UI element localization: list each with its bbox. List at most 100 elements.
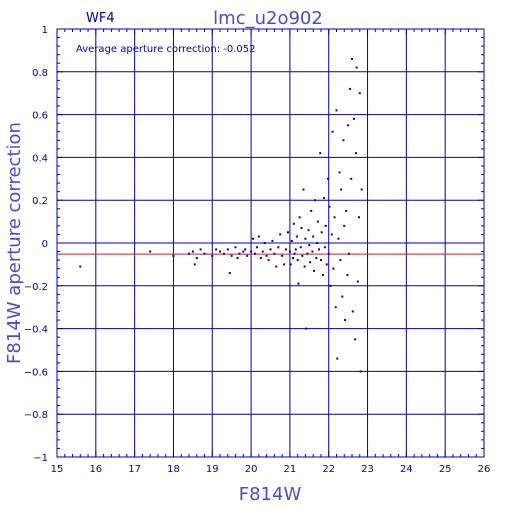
data-point xyxy=(283,263,286,266)
data-point xyxy=(347,252,350,255)
data-point xyxy=(292,256,295,259)
grid xyxy=(56,28,485,458)
data-point xyxy=(215,248,218,251)
data-point xyxy=(261,250,264,253)
data-point xyxy=(289,263,292,266)
data-point xyxy=(312,235,315,238)
y-tick-label: −0.2 xyxy=(24,282,48,293)
data-point xyxy=(293,252,296,255)
chart-title: lmc_u2o902 xyxy=(213,8,323,29)
data-point xyxy=(269,248,272,251)
data-point xyxy=(321,274,324,277)
data-point xyxy=(288,250,291,253)
data-point xyxy=(257,235,260,238)
data-point xyxy=(279,233,282,236)
x-tick-label: 16 xyxy=(89,464,102,475)
x-tick-label: 24 xyxy=(400,464,413,475)
x-tick-label: 15 xyxy=(51,464,64,475)
x-tick-label: 26 xyxy=(478,464,491,475)
data-point xyxy=(226,248,229,251)
y-tick-label: 0.8 xyxy=(32,68,48,79)
plot-frame xyxy=(56,28,485,458)
data-point xyxy=(230,254,233,257)
data-point xyxy=(311,250,314,253)
data-point xyxy=(323,246,326,249)
data-point xyxy=(309,261,312,264)
y-tick-label: 0.6 xyxy=(32,111,48,122)
data-point xyxy=(334,306,337,309)
data-point xyxy=(203,252,206,255)
data-point xyxy=(195,256,198,259)
data-point xyxy=(337,237,340,240)
data-point xyxy=(360,188,363,191)
y-tick-label: −0.8 xyxy=(24,410,48,421)
data-point xyxy=(359,370,362,373)
data-point xyxy=(199,248,202,251)
data-point xyxy=(297,282,300,285)
data-point xyxy=(191,250,194,253)
data-point xyxy=(358,92,361,95)
x-axis-title: F814W xyxy=(239,484,302,505)
data-point xyxy=(351,57,354,60)
y-tick-label: −0.4 xyxy=(24,325,48,336)
data-point xyxy=(290,239,293,242)
data-point xyxy=(351,310,354,313)
data-point xyxy=(347,124,350,127)
data-point xyxy=(356,280,359,283)
data-point xyxy=(349,87,352,90)
x-tick-label: 22 xyxy=(322,464,335,475)
data-point xyxy=(345,209,348,212)
chip-label: WF4 xyxy=(86,11,115,26)
data-point xyxy=(273,252,276,255)
data-point xyxy=(234,246,237,249)
data-point xyxy=(318,248,321,251)
data-point xyxy=(304,237,307,240)
data-point xyxy=(300,227,303,230)
data-point xyxy=(303,265,306,268)
data-point xyxy=(298,216,301,219)
data-point xyxy=(271,239,274,242)
data-point xyxy=(193,263,196,266)
data-point xyxy=(242,250,245,253)
data-point xyxy=(277,246,280,249)
y-tick-label: 0.4 xyxy=(32,153,48,164)
data-point xyxy=(352,117,355,120)
x-tick-label: 18 xyxy=(167,464,180,475)
data-point xyxy=(187,252,190,255)
data-point xyxy=(259,256,262,259)
data-point xyxy=(267,259,270,262)
data-point xyxy=(330,233,333,236)
data-point xyxy=(329,284,332,287)
y-tick-label: 0 xyxy=(42,239,48,250)
x-tick-label: 21 xyxy=(284,464,297,475)
data-point xyxy=(302,188,305,191)
data-point xyxy=(246,254,249,257)
y-tick-label: −1 xyxy=(33,453,48,464)
data-point xyxy=(250,250,253,253)
x-tick-label: 17 xyxy=(128,464,141,475)
data-point xyxy=(236,256,239,259)
data-point xyxy=(301,254,304,257)
data-point xyxy=(253,252,256,255)
data-point xyxy=(327,252,330,255)
data-point xyxy=(358,216,361,219)
data-point xyxy=(310,209,313,212)
x-tick-labels: 15 16 17 18 19 20 21 22 23 24 25 26 xyxy=(51,464,491,475)
y-tick-label: 1 xyxy=(42,25,48,36)
data-point xyxy=(281,254,284,257)
data-point xyxy=(340,188,343,191)
data-point xyxy=(285,248,288,251)
data-point xyxy=(336,357,339,360)
data-point xyxy=(294,248,297,251)
data-point xyxy=(342,139,345,142)
data-point xyxy=(265,254,268,257)
data-point xyxy=(238,252,241,255)
data-point xyxy=(350,177,353,180)
data-point xyxy=(354,152,357,155)
data-point xyxy=(314,199,317,202)
data-point xyxy=(79,265,82,268)
data-point xyxy=(315,256,318,259)
data-point xyxy=(292,222,295,225)
data-point xyxy=(219,250,222,253)
